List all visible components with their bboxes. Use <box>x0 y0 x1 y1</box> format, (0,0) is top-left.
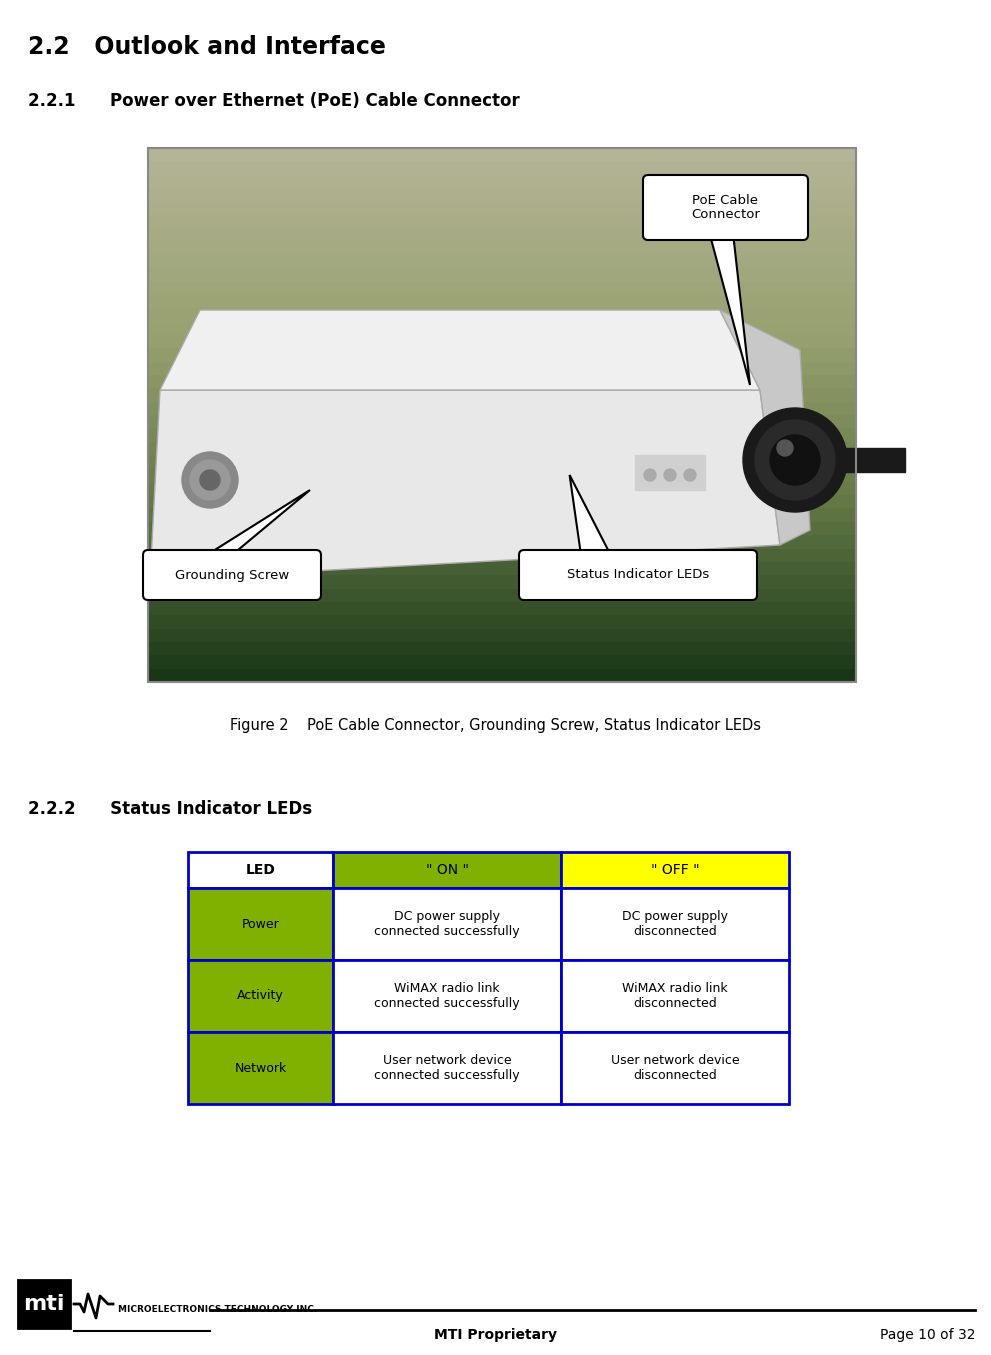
Bar <box>561 888 789 959</box>
Bar <box>333 959 561 1033</box>
Bar <box>148 228 856 241</box>
Bar <box>148 508 856 522</box>
Bar <box>188 852 333 888</box>
Text: WiMAX radio link
connected successfully: WiMAX radio link connected successfully <box>375 982 520 1009</box>
Bar <box>148 202 856 214</box>
Circle shape <box>200 470 220 491</box>
Text: LED: LED <box>246 863 275 877</box>
Text: MTI Proprietary: MTI Proprietary <box>434 1328 557 1341</box>
Bar <box>148 495 856 508</box>
Bar <box>148 588 856 602</box>
Text: DC power supply
disconnected: DC power supply disconnected <box>622 911 728 938</box>
Bar <box>148 629 856 642</box>
Circle shape <box>190 459 230 500</box>
Bar <box>845 449 905 472</box>
Bar <box>148 214 856 228</box>
Bar <box>188 959 333 1033</box>
Bar <box>148 282 856 295</box>
Bar <box>333 888 561 959</box>
Text: User network device
disconnected: User network device disconnected <box>610 1054 739 1083</box>
Bar <box>148 335 856 348</box>
Polygon shape <box>710 234 750 385</box>
Bar <box>148 389 856 401</box>
Bar <box>561 959 789 1033</box>
Text: Status Indicator LEDs: Status Indicator LEDs <box>567 569 710 581</box>
Bar <box>188 888 333 959</box>
Circle shape <box>770 435 820 485</box>
Text: 2.2.2      Status Indicator LEDs: 2.2.2 Status Indicator LEDs <box>28 799 312 818</box>
Polygon shape <box>570 476 610 556</box>
Bar <box>148 455 856 469</box>
Bar <box>148 175 856 188</box>
Bar <box>148 415 856 428</box>
Bar <box>148 362 856 375</box>
Polygon shape <box>207 491 310 556</box>
Circle shape <box>644 469 656 481</box>
Bar <box>148 241 856 255</box>
Bar <box>148 615 856 629</box>
Bar <box>18 1280 70 1328</box>
Bar <box>148 562 856 576</box>
Text: PoE Cable
Connector: PoE Cable Connector <box>691 194 760 221</box>
Bar <box>148 482 856 495</box>
Bar <box>148 442 856 455</box>
Text: Network: Network <box>235 1061 286 1075</box>
Bar <box>148 576 856 588</box>
FancyBboxPatch shape <box>143 550 321 600</box>
Bar <box>148 642 856 656</box>
Bar <box>148 148 856 682</box>
Bar <box>148 295 856 308</box>
Bar <box>148 522 856 535</box>
Text: 2.2.1      Power over Ethernet (PoE) Cable Connector: 2.2.1 Power over Ethernet (PoE) Cable Co… <box>28 92 519 110</box>
Text: Figure 2    PoE Cable Connector, Grounding Screw, Status Indicator LEDs: Figure 2 PoE Cable Connector, Grounding … <box>230 718 761 733</box>
Bar <box>148 255 856 268</box>
Bar <box>148 268 856 282</box>
Circle shape <box>777 440 793 457</box>
Text: 2.2   Outlook and Interface: 2.2 Outlook and Interface <box>28 35 385 60</box>
Bar <box>148 321 856 335</box>
FancyBboxPatch shape <box>643 175 808 240</box>
Text: Activity: Activity <box>237 989 283 1003</box>
Circle shape <box>684 469 696 481</box>
Bar <box>333 852 561 888</box>
Text: " OFF ": " OFF " <box>651 863 700 877</box>
Bar <box>148 602 856 615</box>
Bar <box>561 1033 789 1104</box>
Bar <box>148 469 856 482</box>
Bar <box>148 549 856 562</box>
Bar <box>148 401 856 415</box>
Bar <box>148 148 856 161</box>
Polygon shape <box>150 390 780 580</box>
Circle shape <box>755 420 835 500</box>
Bar <box>148 188 856 202</box>
Text: Page 10 of 32: Page 10 of 32 <box>879 1328 975 1341</box>
Polygon shape <box>720 310 810 545</box>
Text: Power: Power <box>242 917 279 931</box>
Circle shape <box>743 408 847 512</box>
Bar <box>333 1033 561 1104</box>
Circle shape <box>664 469 676 481</box>
Text: mti: mti <box>23 1294 64 1314</box>
Text: User network device
connected successfully: User network device connected successful… <box>375 1054 520 1083</box>
Bar <box>561 852 789 888</box>
Text: Grounding Screw: Grounding Screw <box>174 569 289 581</box>
Bar <box>148 428 856 442</box>
Text: WiMAX radio link
disconnected: WiMAX radio link disconnected <box>622 982 727 1009</box>
Bar <box>148 308 856 321</box>
Bar <box>148 535 856 549</box>
Text: DC power supply
connected successfully: DC power supply connected successfully <box>375 911 520 938</box>
Bar <box>148 668 856 682</box>
Circle shape <box>182 453 238 508</box>
Bar <box>148 375 856 389</box>
Bar <box>148 656 856 668</box>
FancyBboxPatch shape <box>519 550 757 600</box>
Bar <box>148 348 856 362</box>
Text: " ON ": " ON " <box>425 863 469 877</box>
Bar <box>188 1033 333 1104</box>
Polygon shape <box>160 310 760 390</box>
Bar <box>148 161 856 175</box>
Text: MICROELECTRONICS TECHNOLOGY INC.: MICROELECTRONICS TECHNOLOGY INC. <box>118 1305 317 1314</box>
Bar <box>635 455 705 491</box>
